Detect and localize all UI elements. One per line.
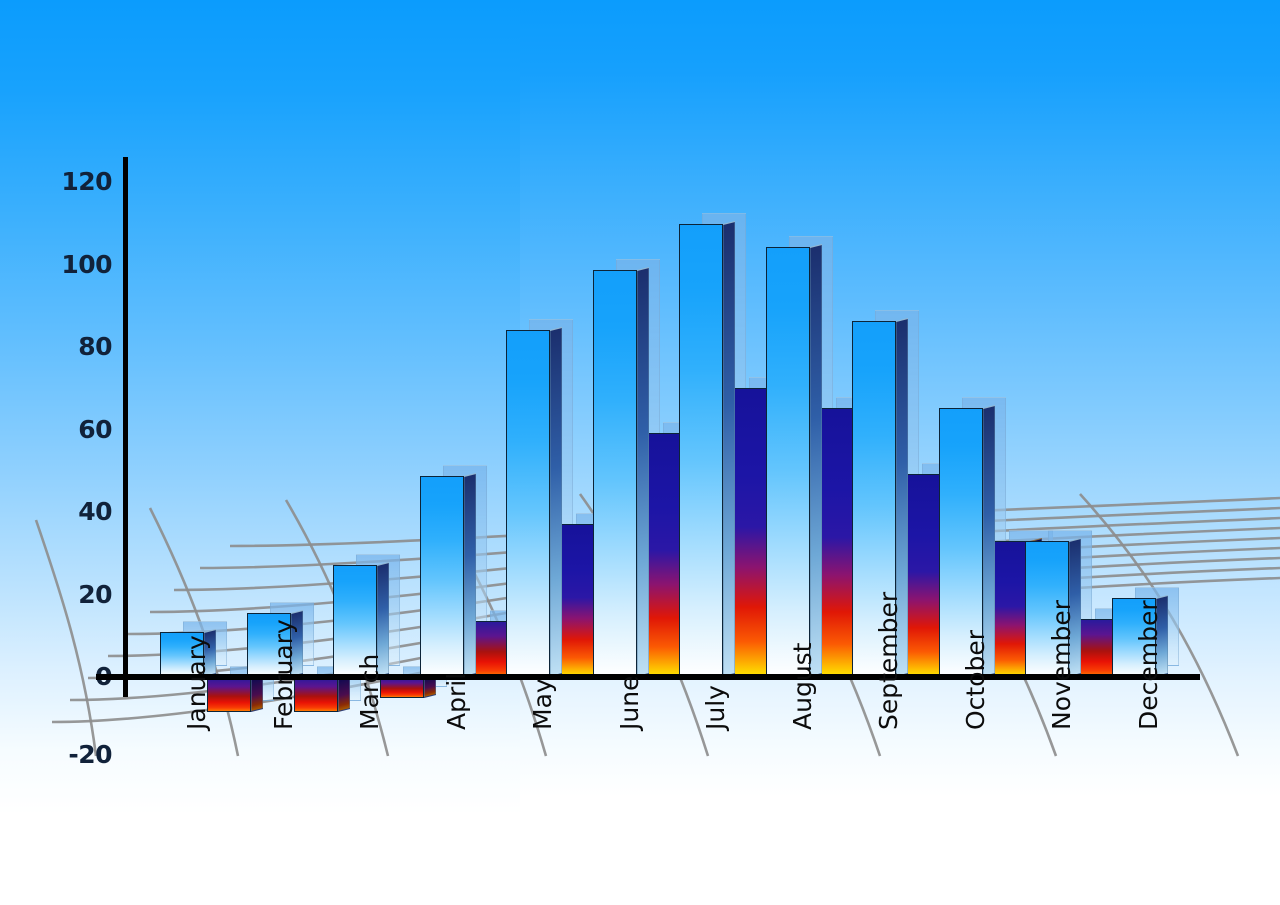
bar-front-face: [1025, 540, 1069, 677]
x-axis-label-november: November: [1047, 599, 1076, 730]
ytick-120: 120: [61, 167, 112, 196]
bar-front-face: [679, 224, 723, 677]
x-axis-label-september: September: [874, 591, 903, 730]
bar-front-face: [592, 269, 637, 677]
bar-side-face: [809, 243, 822, 677]
x-axis-label-december: December: [1133, 600, 1163, 730]
x-axis-label-october: October: [960, 629, 990, 730]
x-axis-label-march: March: [355, 653, 384, 730]
bar-february-series2[interactable]: [293, 674, 350, 713]
bar-january-series2[interactable]: [207, 674, 263, 713]
bar-may-series1[interactable]: [506, 326, 562, 677]
bar-side-face: [723, 221, 735, 677]
bar-side-face: [463, 473, 476, 677]
ytick-20: 20: [78, 580, 112, 609]
bar-november-series1[interactable]: [1025, 537, 1081, 677]
bar-april-series1[interactable]: [419, 473, 476, 677]
bar-front-face: [765, 246, 810, 677]
x-axis-label-february: February: [268, 619, 298, 730]
bar-march-series2[interactable]: [380, 674, 436, 698]
x-axis-zero-line: [96, 674, 1200, 680]
bar-front-face: [852, 321, 896, 677]
bar-front-face: [419, 476, 464, 677]
bar-february-series1[interactable]: [246, 609, 303, 677]
bar-june-series1[interactable]: [592, 266, 649, 677]
x-axis-label-january: January: [182, 635, 211, 730]
background-sky-gradient-left: [0, 0, 520, 905]
x-axis-label-june: June: [614, 675, 644, 730]
ytick-80: 80: [78, 332, 112, 361]
bar-january-series1[interactable]: [160, 628, 216, 677]
ytick-60: 60: [78, 415, 112, 444]
bar-front-face: [207, 677, 251, 713]
bar-front-face: [380, 677, 424, 698]
bar-front-face: [938, 408, 983, 677]
ytick-40: 40: [78, 497, 112, 526]
bar-front-face: [1111, 598, 1156, 677]
ytick-100: 100: [61, 250, 112, 279]
bar-december-series1[interactable]: [1111, 595, 1168, 677]
x-axis-label-august: August: [787, 642, 817, 731]
bar-july-series1[interactable]: [679, 221, 735, 677]
bar-side-face: [636, 266, 649, 677]
bar-october-series1[interactable]: [938, 405, 995, 677]
bar-front-face: [160, 631, 204, 677]
bar-front-face: [293, 677, 338, 713]
ytick-neg20: -20: [68, 740, 112, 769]
bar-september-series1[interactable]: [852, 318, 908, 677]
x-axis-label-april: April: [441, 672, 471, 730]
bar-front-face: [506, 329, 550, 677]
bar-side-face: [550, 326, 562, 677]
x-axis-label-may: May: [528, 678, 557, 730]
bar-august-series1[interactable]: [765, 243, 822, 677]
bar-front-face: [246, 612, 291, 677]
x-axis-label-july: July: [701, 685, 730, 730]
y-axis-line: [123, 157, 128, 697]
